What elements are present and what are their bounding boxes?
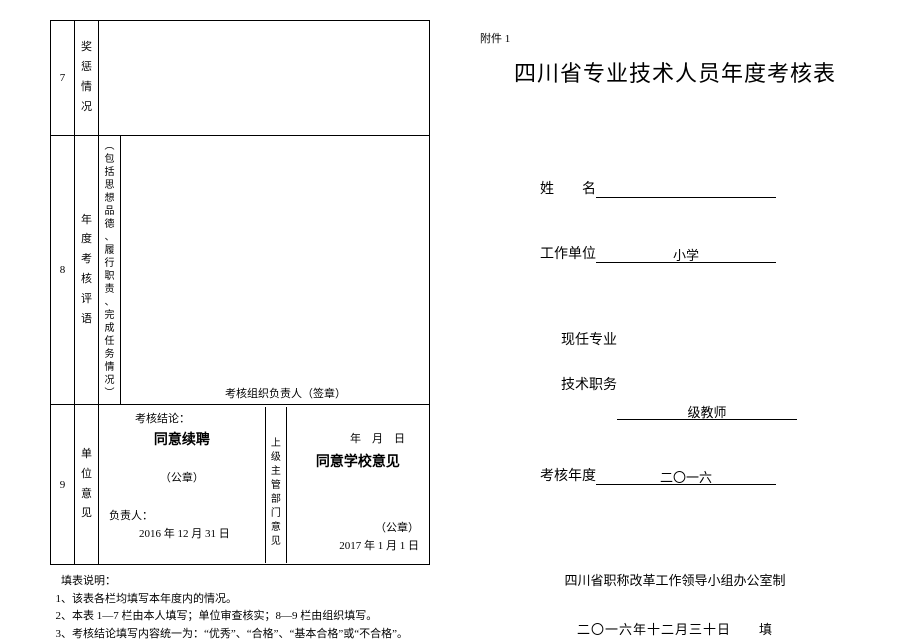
- row7-num: 7: [51, 21, 75, 136]
- footer-org: 四川省职称改革工作领导小组办公室制: [480, 570, 870, 589]
- year-label: 考核年度: [540, 465, 596, 485]
- unit-opinion-person: 负责人：: [109, 507, 153, 523]
- right-page: 附件 1 四川省专业技术人员年度考核表 姓 名 工作单位 小学 现任专业 技术职…: [460, 0, 920, 637]
- row7-label: 奖 惩 情 况: [75, 21, 99, 136]
- notes-title: 填表说明：: [50, 573, 430, 591]
- superior-label: 上 级 主 管 部 门 意 见: [265, 407, 287, 563]
- unit-field: 工作单位 小学: [540, 243, 870, 263]
- attachment-label: 附件 1: [480, 30, 870, 46]
- year-value: 二〇一六: [596, 467, 776, 485]
- row8-label: 年 度 考 核 评 语: [75, 136, 99, 405]
- unit-opinion: 同意续聘 （公章） 负责人： 2016 年 12 月 31 日: [99, 407, 265, 563]
- name-value: [596, 180, 776, 198]
- year-field: 考核年度 二〇一六: [540, 465, 870, 485]
- audit-leader: 考核组织负责人（签章）: [225, 385, 346, 401]
- notes-item-2: 2、本表 1—7 栏由本人填写；单位审查核实；8—9 栏由组织填写。: [50, 608, 430, 626]
- row9-num: 9: [51, 405, 75, 565]
- superior-opinion-title: 同意学校意见: [291, 451, 425, 471]
- row9-content: 同意续聘 （公章） 负责人： 2016 年 12 月 31 日 上 级 主 管 …: [99, 405, 430, 565]
- unit-label: 工作单位: [540, 243, 596, 263]
- page-title: 四川省专业技术人员年度考核表: [480, 56, 870, 88]
- superior-opinion: 同意学校意见 （公章） 2017 年 1 月 1 日: [287, 407, 429, 563]
- unit-value: 小学: [596, 245, 776, 263]
- notes-item-1: 1、该表各栏均填写本年度内的情况。: [50, 591, 430, 609]
- name-field: 姓 名: [540, 178, 870, 198]
- post-label: 现任专业 技术职务: [540, 308, 617, 420]
- row8-sublabel: ︵ 包 括 思 想 品 德 、 履 行 职 责 、 完 成 任 务 情 况 ︶: [99, 136, 121, 405]
- footer-date: 二〇一六年十二月三十日 填: [480, 619, 870, 638]
- unit-opinion-seal: （公章）: [103, 469, 261, 485]
- name-label: 姓 名: [540, 178, 596, 198]
- unit-opinion-title: 同意续聘: [103, 429, 261, 449]
- superior-opinion-seal: （公章）: [375, 519, 419, 535]
- assessment-table: 7 奖 惩 情 况 8 年 度 考 核 评 语 ︵ 包 括 思 想 品 德 、 …: [50, 20, 430, 565]
- left-page: 7 奖 惩 情 况 8 年 度 考 核 评 语 ︵ 包 括 思 想 品 德 、 …: [0, 0, 460, 637]
- superior-opinion-date: 2017 年 1 月 1 日: [339, 537, 419, 553]
- unit-opinion-date: 2016 年 12 月 31 日: [139, 525, 230, 541]
- row8-num: 8: [51, 136, 75, 405]
- row9-label: 单 位 意 见: [75, 405, 99, 565]
- row8-content: 考核组织负责人（签章） 考核结论： 年 月 日: [121, 136, 430, 405]
- post-field: 现任专业 技术职务 级教师: [540, 308, 870, 420]
- post-value: 级教师: [617, 402, 797, 420]
- notes: 填表说明： 1、该表各栏均填写本年度内的情况。 2、本表 1—7 栏由本人填写；…: [50, 573, 430, 643]
- notes-item-3: 3、考核结论填写内容统一为：“优秀”、“合格”、“基本合格”或“不合格”。: [50, 626, 430, 643]
- row7-content: [99, 21, 430, 136]
